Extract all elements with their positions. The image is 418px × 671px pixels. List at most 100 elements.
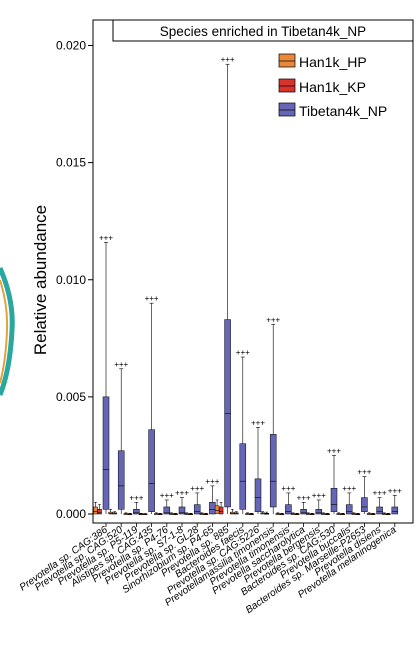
- significance-marker: +++: [357, 468, 371, 477]
- box-body: [300, 509, 307, 515]
- legend-label: Han1k_KP: [299, 79, 366, 95]
- box-tibetan4k-np: [148, 302, 155, 514]
- box-tibetan4k-np: [285, 492, 292, 515]
- significance-marker: +++: [145, 294, 159, 303]
- box-han1k-kp: [370, 512, 376, 516]
- significance-marker: +++: [190, 484, 204, 493]
- box-han1k-kp: [386, 512, 391, 516]
- significance-marker: +++: [342, 484, 356, 493]
- box-han1k-hp: [275, 512, 281, 515]
- box-tibetan4k-np: [300, 501, 307, 515]
- significance-marker: +++: [251, 418, 265, 427]
- box-tibetan4k-np: [117, 368, 125, 514]
- box-body: [209, 502, 216, 515]
- significance-marker: +++: [266, 315, 280, 324]
- boxes-layer: [93, 63, 399, 516]
- box-body: [218, 506, 224, 515]
- box-han1k-hp: [306, 512, 311, 515]
- legend-swatch: [278, 53, 296, 68]
- box-han1k-hp: [199, 512, 205, 515]
- y-tick-label: 0.020: [56, 39, 86, 53]
- significance-marker: +++: [175, 489, 189, 498]
- chart-title-strip: Species enriched in Tibetan4k_NP: [112, 19, 414, 42]
- box-body: [148, 429, 155, 512]
- significance-marker: +++: [327, 446, 341, 455]
- box-han1k-hp: [260, 511, 265, 515]
- y-tick-label: 0.010: [56, 273, 86, 287]
- box-han1k-kp: [279, 512, 285, 516]
- box-han1k-hp: [123, 512, 129, 515]
- box-han1k-kp: [218, 501, 224, 515]
- box-han1k-hp: [184, 512, 189, 515]
- y-axis-label: Relative abundance: [31, 205, 50, 355]
- box-han1k-hp: [108, 509, 113, 515]
- y-tick-label: 0.015: [56, 156, 86, 170]
- significance-marker: +++: [114, 360, 128, 369]
- box-body: [163, 506, 171, 515]
- box-tibetan4k-np: [361, 476, 368, 514]
- box-tibetan4k-np: [391, 494, 399, 515]
- box-tibetan4k-np: [330, 455, 338, 514]
- box-han1k-kp: [188, 512, 193, 516]
- legend: Han1k_HP Han1k_KP Tibetan4k_NP: [278, 53, 387, 119]
- box-tibetan4k-np: [209, 485, 216, 515]
- significance-marker: +++: [129, 493, 143, 502]
- box-body: [193, 504, 201, 515]
- box-han1k-kp: [158, 512, 163, 516]
- y-axis: 0.000 0.005 0.010 0.015 0.020: [56, 39, 93, 521]
- y-tick-label: 0.000: [56, 507, 86, 521]
- box-han1k-hp: [366, 512, 372, 515]
- significance-marker: +++: [160, 491, 174, 500]
- box-han1k-kp: [173, 512, 178, 516]
- box-tibetan4k-np: [193, 492, 201, 515]
- chart-title: Species enriched in Tibetan4k_NP: [160, 24, 366, 39]
- box-body: [315, 509, 323, 515]
- significance-marker: +++: [236, 348, 250, 357]
- box-body: [117, 450, 125, 510]
- box-body: [97, 509, 102, 515]
- box-tibetan4k-np: [178, 497, 186, 515]
- box-tibetan4k-np: [224, 63, 231, 514]
- box-body: [178, 506, 186, 515]
- title-box: [112, 19, 414, 42]
- legend-label: Han1k_HP: [299, 54, 367, 70]
- box-han1k-kp: [325, 512, 330, 516]
- legend-swatch: [278, 102, 296, 117]
- box-body: [269, 434, 277, 508]
- box-body: [285, 504, 292, 515]
- significance-marker: +++: [388, 486, 402, 495]
- legend-item-tibetan4k-np: Tibetan4k_NP: [278, 102, 387, 119]
- box-han1k-kp: [234, 511, 239, 515]
- box-han1k-hp: [290, 512, 296, 515]
- significance-marker: +++: [297, 493, 311, 502]
- box-han1k-hp: [169, 512, 174, 515]
- box-tibetan4k-np: [315, 499, 323, 515]
- box-han1k-hp: [245, 512, 250, 515]
- box-tibetan4k-np: [376, 497, 383, 515]
- significance-marker: +++: [312, 491, 326, 500]
- box-han1k-hp: [382, 512, 387, 515]
- box-body: [133, 509, 140, 515]
- significance-marker: +++: [221, 55, 235, 64]
- box-body: [391, 506, 399, 515]
- box-han1k-kp: [294, 512, 300, 516]
- box-han1k-kp: [112, 511, 117, 515]
- box-body: [102, 396, 110, 510]
- significance-marker: +++: [373, 489, 387, 498]
- legend-swatch: [278, 78, 296, 93]
- box-tibetan4k-np: [239, 356, 247, 514]
- legend-item-han1k-kp: Han1k_KP: [278, 78, 366, 95]
- box-han1k-hp: [138, 512, 144, 516]
- box-han1k-hp: [321, 512, 326, 515]
- plot-frame: [92, 19, 414, 524]
- box-body: [345, 504, 353, 515]
- significance-marker: +++: [99, 233, 113, 242]
- legend-label: Tibetan4k_NP: [299, 103, 387, 119]
- box-body: [330, 487, 338, 512]
- box-tibetan4k-np: [102, 241, 110, 514]
- cropped-figure-edge: [0, 266, 15, 396]
- y-tick-label: 0.005: [56, 390, 86, 404]
- box-han1k-kp: [97, 504, 102, 515]
